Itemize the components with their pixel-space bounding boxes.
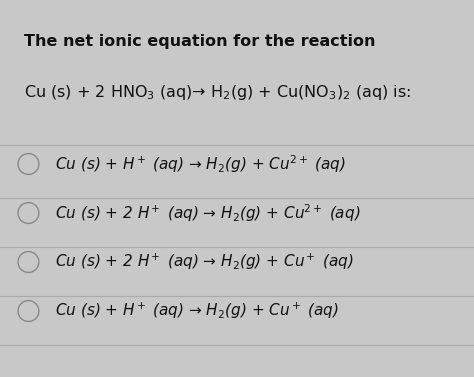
Text: Cu (s) + H$^+$ (aq) → H$_2$(g) + Cu$^+$ (aq): Cu (s) + H$^+$ (aq) → H$_2$(g) + Cu$^+$ … — [55, 301, 338, 321]
Text: Cu (s) + 2 H$^+$ (aq) → H$_2$(g) + Cu$^+$ (aq): Cu (s) + 2 H$^+$ (aq) → H$_2$(g) + Cu$^+… — [55, 252, 353, 272]
Text: Cu (s) + 2 HNO$_3$ (aq)→ H$_2$(g) + Cu(NO$_3$)$_2$ (aq) is:: Cu (s) + 2 HNO$_3$ (aq)→ H$_2$(g) + Cu(N… — [24, 83, 411, 102]
Text: Cu (s) + 2 H$^+$ (aq) → H$_2$(g) + Cu$^{2+}$ (aq): Cu (s) + 2 H$^+$ (aq) → H$_2$(g) + Cu$^{… — [55, 202, 360, 224]
Text: The net ionic equation for the reaction: The net ionic equation for the reaction — [24, 34, 375, 49]
Text: Cu (s) + H$^+$ (aq) → H$_2$(g) + Cu$^{2+}$ (aq): Cu (s) + H$^+$ (aq) → H$_2$(g) + Cu$^{2+… — [55, 153, 346, 175]
